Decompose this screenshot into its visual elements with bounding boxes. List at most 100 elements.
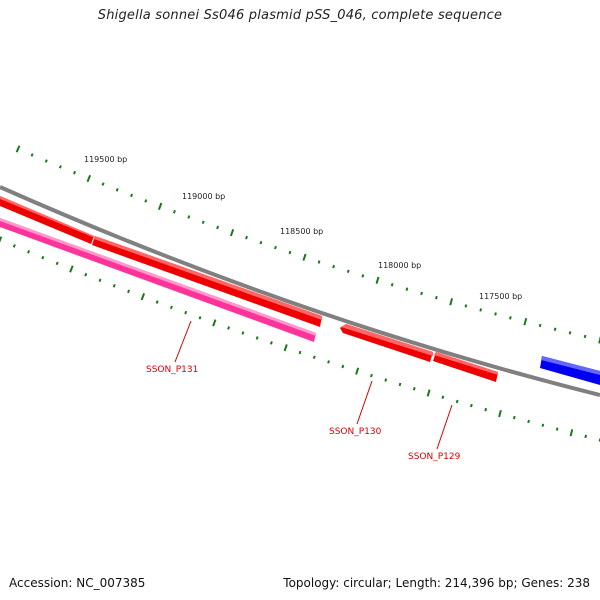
gene-sson-p131-red-arrow[interactable] (92, 236, 322, 327)
scale-label-118000: 118000 bp (378, 261, 421, 270)
inner-scale-tick (441, 395, 445, 399)
inner-scale-tick (69, 265, 74, 273)
outer-scale-tick (449, 298, 454, 306)
inner-scale-tick (283, 344, 288, 352)
scale-label-119500: 119500 bp (84, 155, 127, 164)
leader-sson-p130 (356, 380, 373, 425)
map-title: Shigella sonnei Ss046 plasmid pSS_046, c… (97, 8, 503, 23)
outer-scale-tick (229, 228, 235, 237)
inner-scale-tick (55, 261, 59, 266)
scale-label-119000: 119000 bp (182, 192, 225, 201)
gene-label-sson-p129[interactable]: SSON_P129 (408, 452, 461, 462)
inner-scale-tick (470, 403, 473, 408)
outer-scale-tick (332, 264, 336, 269)
outer-scale-tick (73, 170, 77, 175)
inner-scale-tick (41, 255, 45, 260)
inner-scale-tick (112, 284, 116, 288)
inner-scale-tick (84, 272, 88, 277)
inner-scale-tick (455, 399, 459, 404)
outer-scale-tick (523, 318, 528, 326)
inner-scale-tick (527, 419, 530, 424)
inner-scale-tick (155, 300, 159, 304)
outer-scale-tick (464, 304, 468, 308)
gene-label-sson-p130[interactable]: SSON_P130 (329, 427, 382, 437)
outer-scale-tick (317, 260, 321, 264)
outer-scale-tick (274, 245, 277, 250)
leader-sson-p131 (174, 320, 192, 363)
outer-scale-tick (58, 165, 62, 169)
gene-red-arrow-1[interactable] (0, 196, 95, 244)
outer-scale-tick (216, 225, 220, 230)
inner-scale-tick (227, 326, 231, 330)
outer-scale-tick (405, 287, 409, 291)
outer-scale-tick (15, 145, 21, 153)
inner-scale-tick (498, 409, 502, 418)
outer-scale-tick (144, 199, 148, 203)
inner-scale-tick (169, 305, 173, 310)
outer-scale-tick (479, 308, 483, 312)
outer-scale-tick (346, 269, 350, 274)
outer-tick-row (15, 145, 600, 344)
outer-scale-tick (435, 295, 438, 300)
inner-scale-tick (98, 278, 102, 283)
outer-scale-tick (172, 209, 176, 214)
outer-scale-tick (187, 215, 191, 219)
outer-scale-tick (583, 334, 587, 339)
scale-label-118500: 118500 bp (280, 227, 323, 236)
inner-scale-tick (241, 331, 245, 335)
summary-text: Topology: circular; Length: 214,396 bp; … (283, 576, 590, 590)
inner-scale-tick (341, 364, 345, 369)
inner-scale-tick (269, 341, 273, 345)
inner-scale-tick (198, 316, 202, 320)
outer-scale-tick (157, 202, 163, 210)
outer-scale-tick (494, 312, 497, 316)
inner-scale-tick (312, 355, 316, 360)
outer-scale-tick (509, 316, 512, 320)
inner-scale-tick (27, 250, 31, 254)
inner-scale-tick (370, 373, 373, 378)
outer-scale-tick (288, 250, 292, 255)
inner-scale-tick (384, 378, 388, 382)
leader-sson-p129 (436, 404, 453, 450)
outer-scale-tick (259, 240, 263, 245)
gene-sson-p129-arrow[interactable] (433, 352, 498, 382)
inner-scale-tick (127, 289, 131, 294)
inner-scale-tick (412, 387, 416, 391)
gene-sson-p130-arrow[interactable] (340, 324, 433, 362)
inner-scale-tick (327, 360, 330, 364)
inner-scale-tick (212, 319, 217, 327)
outer-scale-tick (598, 336, 600, 344)
outer-scale-tick (115, 188, 119, 192)
outer-scale-tick (245, 235, 248, 240)
outer-scale-tick (130, 193, 134, 198)
inner-scale-tick (569, 429, 574, 437)
outer-scale-tick (538, 323, 542, 328)
inner-scale-tick (355, 367, 360, 375)
outer-scale-tick (101, 182, 105, 186)
outer-scale-tick (302, 253, 307, 261)
outer-scale-tick (568, 331, 572, 335)
outer-scale-tick (553, 327, 557, 331)
inner-scale-tick (398, 382, 402, 387)
accession-text: Accession: NC_007385 (9, 576, 146, 590)
scale-label-117500: 117500 bp (479, 292, 522, 301)
inner-scale-tick (555, 427, 559, 431)
outer-scale-tick (390, 283, 394, 287)
inner-scale-tick (484, 407, 488, 412)
outer-scale-tick (44, 159, 48, 163)
outer-scale-tick (420, 291, 423, 296)
outer-scale-tick (86, 174, 92, 183)
outer-scale-tick (375, 276, 380, 284)
inner-scale-tick (12, 244, 16, 248)
gene-sson-p131-pink-arrow[interactable] (0, 218, 316, 342)
plasmid-backbone (0, 185, 600, 397)
gene-blue-arrow[interactable] (540, 356, 600, 385)
inner-scale-tick (426, 389, 431, 397)
gene-label-sson-p131[interactable]: SSON_P131 (146, 365, 198, 375)
inner-scale-tick (512, 415, 516, 420)
outer-scale-tick (201, 220, 205, 225)
inner-tick-row (0, 236, 600, 442)
outer-scale-tick (30, 153, 34, 157)
inner-scale-tick (140, 293, 146, 301)
